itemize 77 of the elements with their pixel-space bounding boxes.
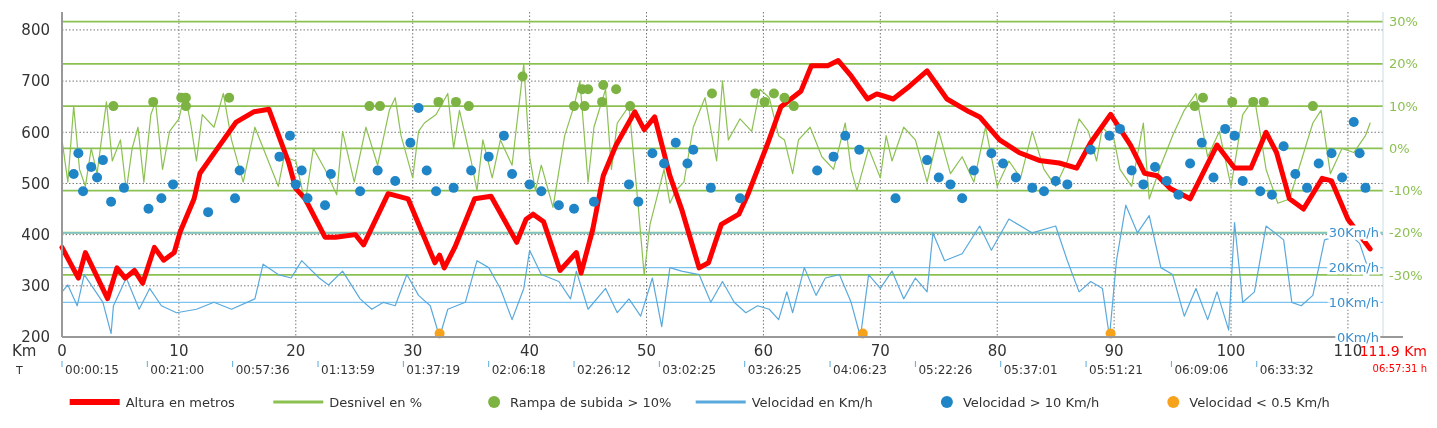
legend-label: Desnivel en %: [329, 394, 423, 410]
text: T: [15, 364, 23, 377]
text: 06:57:31 h: [1372, 363, 1427, 374]
point: [1227, 96, 1238, 107]
point: [1307, 101, 1318, 112]
point: [374, 101, 385, 112]
x-tick-label: 50: [636, 342, 657, 360]
y3-tick-label: 0Km/h: [1336, 329, 1379, 345]
point: [1197, 92, 1208, 103]
y-tick-label: 300: [21, 277, 50, 296]
legend-label: Velocidad en Km/h: [751, 394, 873, 410]
point: [768, 88, 779, 99]
text: 03:02:25: [662, 363, 717, 377]
legend-label: Velocidad > 10 Km/h: [962, 394, 1100, 410]
point: [598, 80, 609, 91]
x-tick-label: 40: [520, 342, 540, 360]
point: [788, 101, 799, 112]
y-tick-label: 700: [21, 72, 50, 91]
x-tick-label: 90: [1104, 342, 1124, 360]
point: [579, 101, 590, 112]
y-tick-label: 400: [21, 225, 50, 244]
point: [625, 101, 636, 112]
point: [569, 101, 580, 112]
text: 04:06:23: [833, 363, 887, 377]
y-tick-label: 600: [21, 123, 50, 142]
y2-tick-label: -10%: [1389, 183, 1423, 199]
y2-tick-label: 30%: [1389, 14, 1418, 30]
point: [148, 96, 159, 107]
point: [463, 101, 474, 112]
point: [108, 101, 119, 112]
text: 02:06:18: [491, 363, 546, 377]
y2-tick-label: 10%: [1389, 98, 1418, 114]
point: [706, 88, 717, 99]
point: [1248, 96, 1259, 107]
point: [759, 96, 770, 107]
text: 02:26:12: [577, 363, 631, 377]
point: [450, 96, 461, 107]
x-tick-label: 70: [870, 342, 890, 360]
point: [1189, 101, 1200, 112]
text: 00:57:36: [235, 363, 290, 377]
y2-tick-label: 20%: [1389, 56, 1418, 72]
text: 00:00:15: [65, 363, 119, 377]
x-tick-label: 10: [169, 342, 189, 360]
text: 06:33:32: [1259, 363, 1314, 377]
point: [364, 101, 375, 112]
point: [180, 101, 191, 112]
x-tick-label: 30: [403, 342, 423, 360]
point: [779, 92, 790, 103]
text: 05:22:26: [918, 363, 973, 377]
y-tick-label: 800: [21, 21, 50, 40]
point: [517, 71, 528, 82]
point: [433, 96, 444, 107]
x-tick-label: 80: [987, 342, 1007, 360]
x-tick-label: 110: [1333, 342, 1363, 360]
text: 05:37:01: [1003, 363, 1058, 377]
point: [611, 84, 622, 95]
x-tick-label: 0: [57, 342, 67, 360]
y2-tick-label: -30%: [1389, 267, 1423, 283]
point: [750, 88, 761, 99]
y2-tick-label: -20%: [1389, 225, 1423, 241]
legend-label: Altura en metros: [125, 394, 236, 410]
y-tick-label: 500: [21, 174, 50, 193]
text: 01:37:19: [406, 363, 461, 377]
legend-label: Rampa de subida > 10%: [510, 394, 672, 410]
text: 05:51:21: [1089, 363, 1143, 377]
text: 03:26:25: [747, 363, 802, 377]
x-tick-label: 60: [753, 342, 773, 360]
y2-tick-label: 0%: [1389, 140, 1410, 156]
point: [1258, 96, 1269, 107]
point: [224, 92, 235, 103]
text: 01:13:59: [321, 363, 375, 377]
x-tick-label: 20: [286, 342, 306, 360]
text: 06:09:06: [1174, 363, 1229, 377]
text: 00:21:00: [150, 363, 205, 377]
legend-label: Velocidad < 0.5 Km/h: [1189, 394, 1330, 410]
x-tick-label: 100: [1216, 342, 1246, 360]
point: [597, 96, 608, 107]
